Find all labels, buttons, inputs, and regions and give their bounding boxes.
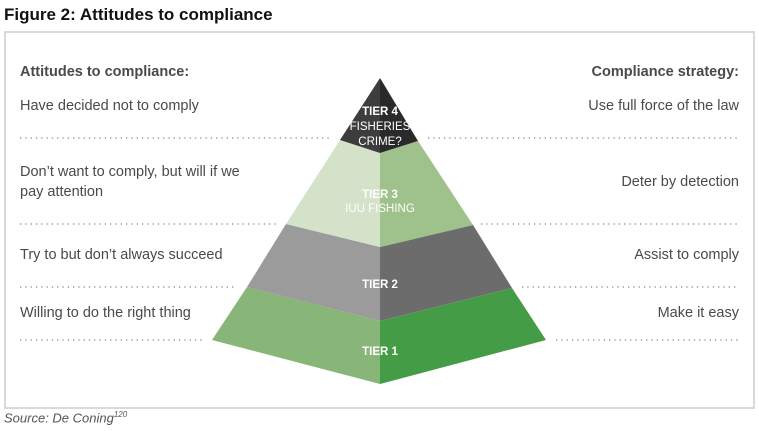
right-heading: Compliance strategy: bbox=[591, 64, 739, 80]
strategy-3: Assist to comply bbox=[634, 247, 739, 263]
tier-4-title: TIER 4 bbox=[362, 106, 398, 118]
figure-frame bbox=[4, 31, 755, 409]
tier-2-title: TIER 2 bbox=[362, 279, 398, 291]
source-ref: 120 bbox=[113, 410, 128, 419]
tier-1-title: TIER 1 bbox=[362, 346, 398, 358]
tier-3-title: TIER 3 bbox=[362, 189, 398, 201]
tier-3-left-face bbox=[286, 140, 380, 247]
strategy-2: Deter by detection bbox=[621, 174, 739, 190]
source-caption: Source: De Coning120 bbox=[4, 410, 127, 425]
tier-4-line1: FISHERIES bbox=[350, 121, 411, 133]
tier-2-right-face bbox=[380, 225, 512, 321]
tier-1-left-face bbox=[212, 287, 380, 384]
attitude-2-line2: pay attention bbox=[20, 184, 104, 200]
tier-3-right-face bbox=[380, 141, 473, 247]
attitude-3: Try to but don’t always succeed bbox=[20, 247, 223, 263]
tier-1-right-face bbox=[380, 288, 546, 384]
attitude-1: Have decided not to comply bbox=[20, 98, 199, 114]
tier-4-right-face bbox=[380, 78, 418, 153]
tier-4-line2: CRIME? bbox=[358, 136, 401, 148]
attitude-2-line1: Don’t want to comply, but will if we bbox=[20, 164, 240, 180]
strategy-4: Make it easy bbox=[657, 305, 739, 321]
tier-2-left-face bbox=[247, 224, 380, 321]
attitude-4: Willing to do the right thing bbox=[20, 305, 191, 321]
left-heading: Attitudes to compliance: bbox=[20, 64, 190, 80]
tier-4-left-face bbox=[340, 78, 380, 153]
tier-3-line1: IUU FISHING bbox=[345, 203, 415, 215]
dotted-separators bbox=[20, 137, 738, 341]
strategy-1: Use full force of the law bbox=[588, 98, 739, 114]
figure-title: Figure 2: Attitudes to compliance bbox=[4, 5, 273, 24]
source-text: Source: De Coning bbox=[4, 410, 114, 426]
